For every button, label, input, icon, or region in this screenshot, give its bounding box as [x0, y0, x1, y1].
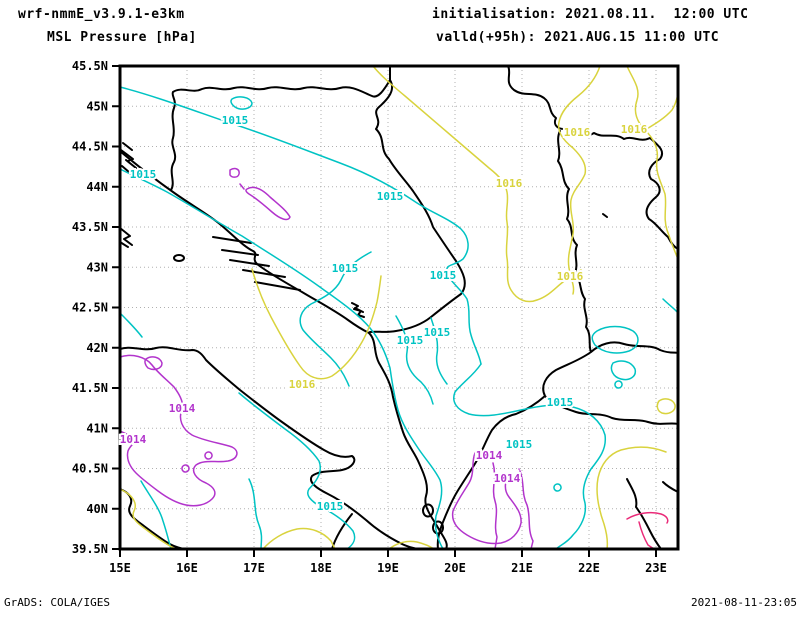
isobar-label-1016: 1016 [289, 378, 316, 391]
isobar-1014-closed [229, 167, 291, 221]
bosnia-border [170, 65, 466, 333]
isobar-1015 [430, 317, 448, 385]
y-tick-label: 41.5N [72, 381, 108, 395]
y-tick-label: 43.5N [72, 220, 108, 234]
isobar-value-labels: 1015101510151015101510151015101510151015… [118, 112, 650, 515]
x-tick-label: 18E [310, 561, 332, 575]
boka-kotorska-detail [351, 213, 608, 318]
isobar-1015 [119, 168, 444, 550]
dalmatian-adriatic-coast [120, 151, 448, 550]
x-tick-label: 15E [109, 561, 131, 575]
isobar-1016 [557, 65, 601, 295]
x-tick-label: 19E [377, 561, 399, 575]
isobar-1016 [372, 65, 582, 303]
isobar-label-1015: 1015 [332, 262, 359, 275]
isobar-1015 [238, 392, 356, 550]
isobar-label-1016: 1016 [621, 123, 648, 136]
isobar-1016 [251, 268, 382, 380]
y-tick-label: 40N [86, 502, 108, 516]
lat-lon-gridlines [120, 66, 678, 549]
isobar-label-1015: 1015 [424, 326, 451, 339]
isobar-label-1016: 1016 [564, 126, 591, 139]
isobar-1016-contours [121, 65, 679, 550]
isobar-1014 [451, 452, 522, 545]
bottom-right-borders [626, 478, 679, 550]
y-tick-label: 41N [86, 421, 108, 435]
x-tick-label: 20E [444, 561, 466, 575]
map-frame [118, 64, 680, 551]
isobar-label-1016: 1016 [496, 177, 523, 190]
creation-timestamp: 2021-08-11-23:05 [691, 596, 797, 609]
isobar-label-1014: 1014 [494, 472, 521, 485]
y-tick-label: 45N [86, 99, 108, 113]
y-tick-label: 39.5N [72, 542, 108, 556]
isobar-1015 [395, 315, 434, 405]
isobar-label-1015: 1015 [547, 396, 574, 409]
italy-west-coast [119, 488, 185, 550]
y-tick-label: 40.5N [72, 462, 108, 476]
dalmatian-islands [173, 236, 301, 291]
model-title: wrf-nmmE_v3.9.1-e3km [18, 7, 185, 22]
field-title: MSL Pressure [hPa] [47, 30, 197, 45]
y-tick-label: 44N [86, 180, 108, 194]
axis-tick-labels: 15E 16E 17E 18E 19E 20E 21E 22E 23E 45.5N 45N 44.5N… [72, 59, 667, 575]
isobar-1014 [119, 354, 238, 507]
isobar-label-1015: 1015 [430, 269, 457, 282]
isobar-1016 [596, 398, 676, 550]
isobar-label-1015: 1015 [397, 334, 424, 347]
isobar-1015-contours [119, 86, 679, 550]
x-tick-label: 21E [511, 561, 533, 575]
valid-time-label: valld(+95h): 2021.AUG.15 11:00 UTC [436, 30, 720, 45]
y-tick-label: 44.5N [72, 140, 108, 154]
isobar-1015 [119, 312, 263, 550]
isobar-label-1015: 1015 [377, 190, 404, 203]
danube-north-border [507, 65, 679, 250]
y-tick-label: 42N [86, 341, 108, 355]
isobar-label-1015: 1015 [317, 500, 344, 513]
grads-attribution: GrADS: COLA/IGES [4, 596, 110, 609]
x-tick-label: 17E [243, 561, 265, 575]
y-tick-label: 45.5N [72, 59, 108, 73]
isobar-1015-closed [230, 96, 679, 492]
isobar-label-1015: 1015 [506, 438, 533, 451]
isobar-label-1014: 1014 [476, 449, 503, 462]
y-tick-label: 42.5N [72, 301, 108, 315]
init-time-label: initialisation: 2021.08.11. 12:00 UTC [432, 7, 749, 22]
isobar-pink-contour [626, 511, 669, 550]
x-tick-label: 16E [176, 561, 198, 575]
x-tick-label: 23E [645, 561, 667, 575]
isobar-1016 [121, 489, 435, 550]
y-tick-label: 43N [86, 260, 108, 274]
isobar-label-1015: 1015 [130, 168, 157, 181]
isobar-1016 [626, 65, 679, 260]
serbia-macedonia-borders [436, 130, 679, 550]
isobar-label-1014: 1014 [120, 433, 147, 446]
coastlines-and-borders [119, 65, 679, 550]
isobar-label-1016: 1016 [557, 270, 584, 283]
isobar-1015 [119, 86, 482, 365]
isobar-1014-closed [144, 356, 213, 473]
isobar-label-1015: 1015 [222, 114, 249, 127]
isobar-1015 [453, 363, 607, 550]
isobar-1015 [299, 251, 372, 387]
isobar-label-1014: 1014 [169, 402, 196, 415]
isobar-1014-contours [119, 167, 534, 550]
istria-islands [119, 142, 141, 248]
x-tick-label: 22E [578, 561, 600, 575]
isobar-1014 [492, 462, 534, 550]
axis-ticks [112, 65, 657, 557]
